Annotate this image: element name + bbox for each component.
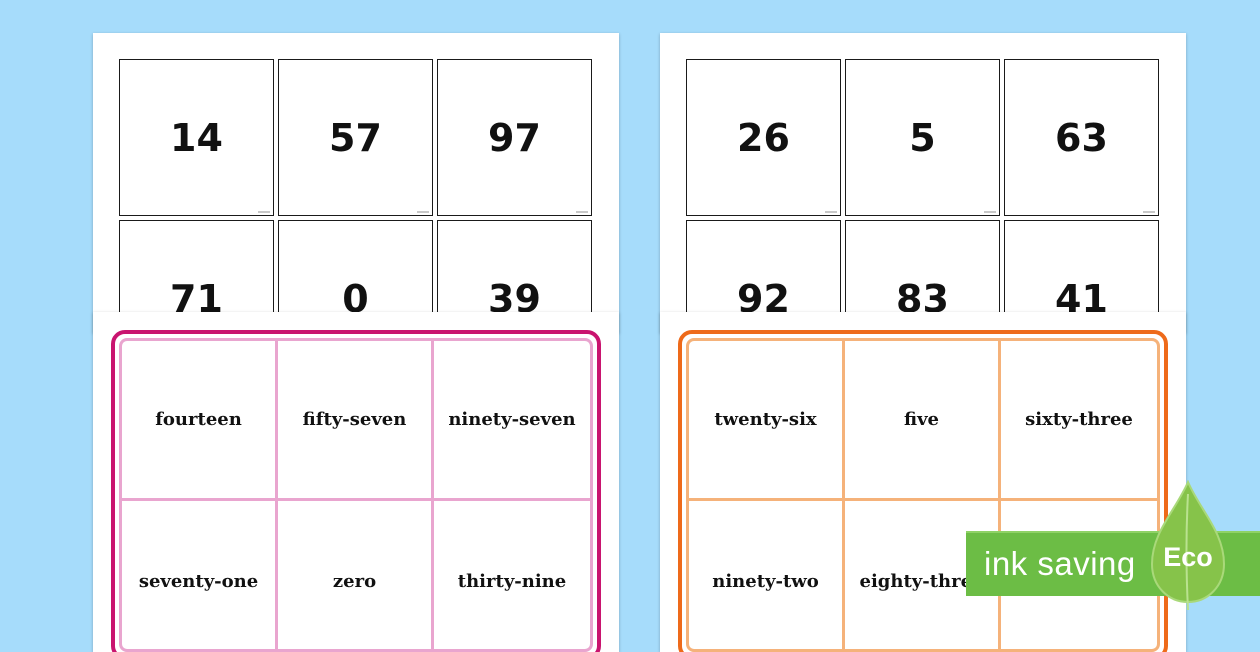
right-number-grid: 26 5 63 92 83 41 <box>686 59 1159 333</box>
word-card: thirty-nine <box>457 570 567 592</box>
number-card: 97 <box>437 59 592 216</box>
word-card: fourteen <box>122 341 278 501</box>
number-value: 63 <box>1055 115 1108 160</box>
number-card: 57 <box>278 59 433 216</box>
word-card: ninety-two <box>689 501 845 652</box>
number-card: 5 <box>845 59 1000 216</box>
ink-saving-label: ink saving <box>984 545 1136 582</box>
right-word-frame: twenty-six five sixty-three ninety-two e… <box>678 330 1168 652</box>
right-word-grid: twenty-six five sixty-three ninety-two e… <box>686 338 1160 652</box>
number-value: 97 <box>488 115 541 160</box>
word-card: twenty-six <box>689 341 845 501</box>
number-card: 26 <box>686 59 841 216</box>
word-card: five <box>845 341 1001 501</box>
word-card: ninety-seven <box>434 341 590 501</box>
number-card: 63 <box>1004 59 1159 216</box>
right-number-cards-sheet: 26 5 63 92 83 41 <box>660 33 1186 333</box>
number-value: 5 <box>909 115 936 160</box>
left-word-grid: fourteen fifty-seven ninety-seven sevent… <box>119 338 593 652</box>
left-word-frame: fourteen fifty-seven ninety-seven sevent… <box>111 330 601 652</box>
word-card: seventy-one <box>122 501 278 652</box>
number-value: 26 <box>737 115 790 160</box>
left-word-cards-sheet: fourteen fifty-seven ninety-seven sevent… <box>93 312 619 652</box>
right-word-cards-sheet: twenty-six five sixty-three ninety-two e… <box>660 312 1186 652</box>
eco-leaf-drop-icon <box>1150 480 1226 610</box>
number-value: 14 <box>170 115 223 160</box>
number-card: 14 <box>119 59 274 216</box>
eco-label: Eco <box>1163 542 1213 572</box>
number-value: 57 <box>329 115 382 160</box>
word-card: zero <box>278 501 434 652</box>
left-number-cards-sheet: 14 57 97 71 0 39 <box>93 33 619 333</box>
left-number-grid: 14 57 97 71 0 39 <box>119 59 592 333</box>
word-card: sixty-three <box>1001 341 1157 501</box>
word-card: fifty-seven <box>278 341 434 501</box>
